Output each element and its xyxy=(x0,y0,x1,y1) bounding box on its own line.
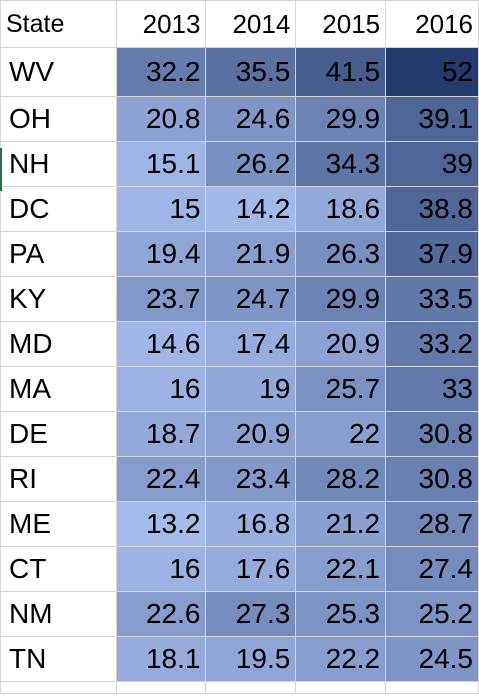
state-cell[interactable]: ME xyxy=(0,501,117,547)
table-row-partial xyxy=(0,681,479,694)
state-cell[interactable]: DC xyxy=(0,186,117,232)
value-cell[interactable]: 19 xyxy=(205,366,297,412)
value-cell[interactable]: 28.2 xyxy=(295,456,387,502)
value-cell[interactable]: 17.6 xyxy=(205,546,297,592)
value-cell[interactable]: 14.6 xyxy=(115,321,207,367)
header-cell-year[interactable]: 2016 xyxy=(385,0,479,48)
value-cell[interactable]: 16 xyxy=(115,546,207,592)
value-cell[interactable]: 33.2 xyxy=(385,321,479,367)
table-row: KY 23.7 24.7 29.9 33.5 xyxy=(0,276,479,322)
table-row: RI 22.4 23.4 28.2 30.8 xyxy=(0,456,479,502)
value-cell[interactable]: 25.2 xyxy=(385,591,479,637)
state-cell[interactable]: DE xyxy=(0,411,117,457)
value-cell[interactable]: 20.9 xyxy=(295,321,387,367)
empty-cell[interactable] xyxy=(0,681,117,694)
state-cell[interactable]: MD xyxy=(0,321,117,367)
value-cell[interactable]: 22.2 xyxy=(295,636,387,682)
value-cell[interactable]: 13.2 xyxy=(115,501,207,547)
value-cell[interactable]: 39.1 xyxy=(385,96,479,142)
state-cell[interactable]: WV xyxy=(0,47,117,97)
value-cell[interactable]: 16.8 xyxy=(205,501,297,547)
state-cell[interactable]: OH xyxy=(0,96,117,142)
header-cell-year[interactable]: 2015 xyxy=(295,0,387,48)
value-cell[interactable]: 24.5 xyxy=(385,636,479,682)
value-cell[interactable]: 29.9 xyxy=(295,276,387,322)
value-cell[interactable]: 20.8 xyxy=(115,96,207,142)
table-row: DC 15 14.2 18.6 38.8 xyxy=(0,186,479,232)
value-cell[interactable]: 37.9 xyxy=(385,231,479,277)
state-cell[interactable]: CT xyxy=(0,546,117,592)
value-cell[interactable]: 22.4 xyxy=(115,456,207,502)
value-cell[interactable]: 27.3 xyxy=(205,591,297,637)
table-row: TN 18.1 19.5 22.2 24.5 xyxy=(0,636,479,682)
value-cell[interactable]: 28.7 xyxy=(385,501,479,547)
active-cell-indicator xyxy=(0,148,2,191)
empty-cell[interactable] xyxy=(295,681,387,694)
table-row: DE 18.7 20.9 22 30.8 xyxy=(0,411,479,457)
state-cell[interactable]: KY xyxy=(0,276,117,322)
header-row: State 2013 2014 2015 2016 xyxy=(0,0,479,48)
value-cell[interactable]: 30.8 xyxy=(385,456,479,502)
state-cell[interactable]: NH xyxy=(0,141,117,187)
table-row: MD 14.6 17.4 20.9 33.2 xyxy=(0,321,479,367)
table-row: ME 13.2 16.8 21.2 28.7 xyxy=(0,501,479,547)
value-cell[interactable]: 24.7 xyxy=(205,276,297,322)
value-cell[interactable]: 17.4 xyxy=(205,321,297,367)
value-cell[interactable]: 22.1 xyxy=(295,546,387,592)
value-cell[interactable]: 32.2 xyxy=(115,47,207,97)
value-cell[interactable]: 18.1 xyxy=(115,636,207,682)
value-cell[interactable]: 41.5 xyxy=(295,47,387,97)
table-row: NH 15.1 26.2 34.3 39 xyxy=(0,141,479,187)
value-cell[interactable]: 39 xyxy=(385,141,479,187)
state-cell[interactable]: RI xyxy=(0,456,117,502)
header-cell-year[interactable]: 2014 xyxy=(205,0,297,48)
value-cell[interactable]: 26.2 xyxy=(205,141,297,187)
value-cell[interactable]: 21.9 xyxy=(205,231,297,277)
value-cell[interactable]: 33 xyxy=(385,366,479,412)
empty-cell[interactable] xyxy=(205,681,297,694)
state-cell[interactable]: NM xyxy=(0,591,117,637)
state-cell[interactable]: MA xyxy=(0,366,117,412)
value-cell[interactable]: 18.6 xyxy=(295,186,387,232)
value-cell[interactable]: 25.3 xyxy=(295,591,387,637)
state-cell[interactable]: TN xyxy=(0,636,117,682)
empty-cell[interactable] xyxy=(385,681,479,694)
table-row: NM 22.6 27.3 25.3 25.2 xyxy=(0,591,479,637)
value-cell[interactable]: 38.8 xyxy=(385,186,479,232)
value-cell[interactable]: 23.7 xyxy=(115,276,207,322)
value-cell[interactable]: 26.3 xyxy=(295,231,387,277)
table-row: OH 20.8 24.6 29.9 39.1 xyxy=(0,96,479,142)
value-cell[interactable]: 52 xyxy=(385,47,479,97)
value-cell[interactable]: 30.8 xyxy=(385,411,479,457)
table-row: WV 32.2 35.5 41.5 52 xyxy=(0,47,479,97)
value-cell[interactable]: 27.4 xyxy=(385,546,479,592)
value-cell[interactable]: 14.2 xyxy=(205,186,297,232)
value-cell[interactable]: 15.1 xyxy=(115,141,207,187)
value-cell[interactable]: 29.9 xyxy=(295,96,387,142)
header-cell-state[interactable]: State xyxy=(0,0,117,48)
value-cell[interactable]: 25.7 xyxy=(295,366,387,412)
value-cell[interactable]: 22.6 xyxy=(115,591,207,637)
value-cell[interactable]: 21.2 xyxy=(295,501,387,547)
value-cell[interactable]: 24.6 xyxy=(205,96,297,142)
value-cell[interactable]: 35.5 xyxy=(205,47,297,97)
table-row: MA 16 19 25.7 33 xyxy=(0,366,479,412)
table-row: PA 19.4 21.9 26.3 37.9 xyxy=(0,231,479,277)
value-cell[interactable]: 23.4 xyxy=(205,456,297,502)
value-cell[interactable]: 16 xyxy=(115,366,207,412)
value-cell[interactable]: 18.7 xyxy=(115,411,207,457)
table-body: WV 32.2 35.5 41.5 52 OH 20.8 24.6 29.9 39.1 NH 15.1… xyxy=(0,47,479,694)
value-cell[interactable]: 19.4 xyxy=(115,231,207,277)
value-cell[interactable]: 34.3 xyxy=(295,141,387,187)
state-cell[interactable]: PA xyxy=(0,231,117,277)
value-cell[interactable]: 22 xyxy=(295,411,387,457)
value-cell[interactable]: 15 xyxy=(115,186,207,232)
table-row: CT 16 17.6 22.1 27.4 xyxy=(0,546,479,592)
header-cell-year[interactable]: 2013 xyxy=(115,0,207,48)
value-cell[interactable]: 20.9 xyxy=(205,411,297,457)
value-cell[interactable]: 19.5 xyxy=(205,636,297,682)
value-cell[interactable]: 33.5 xyxy=(385,276,479,322)
empty-cell[interactable] xyxy=(115,681,207,694)
